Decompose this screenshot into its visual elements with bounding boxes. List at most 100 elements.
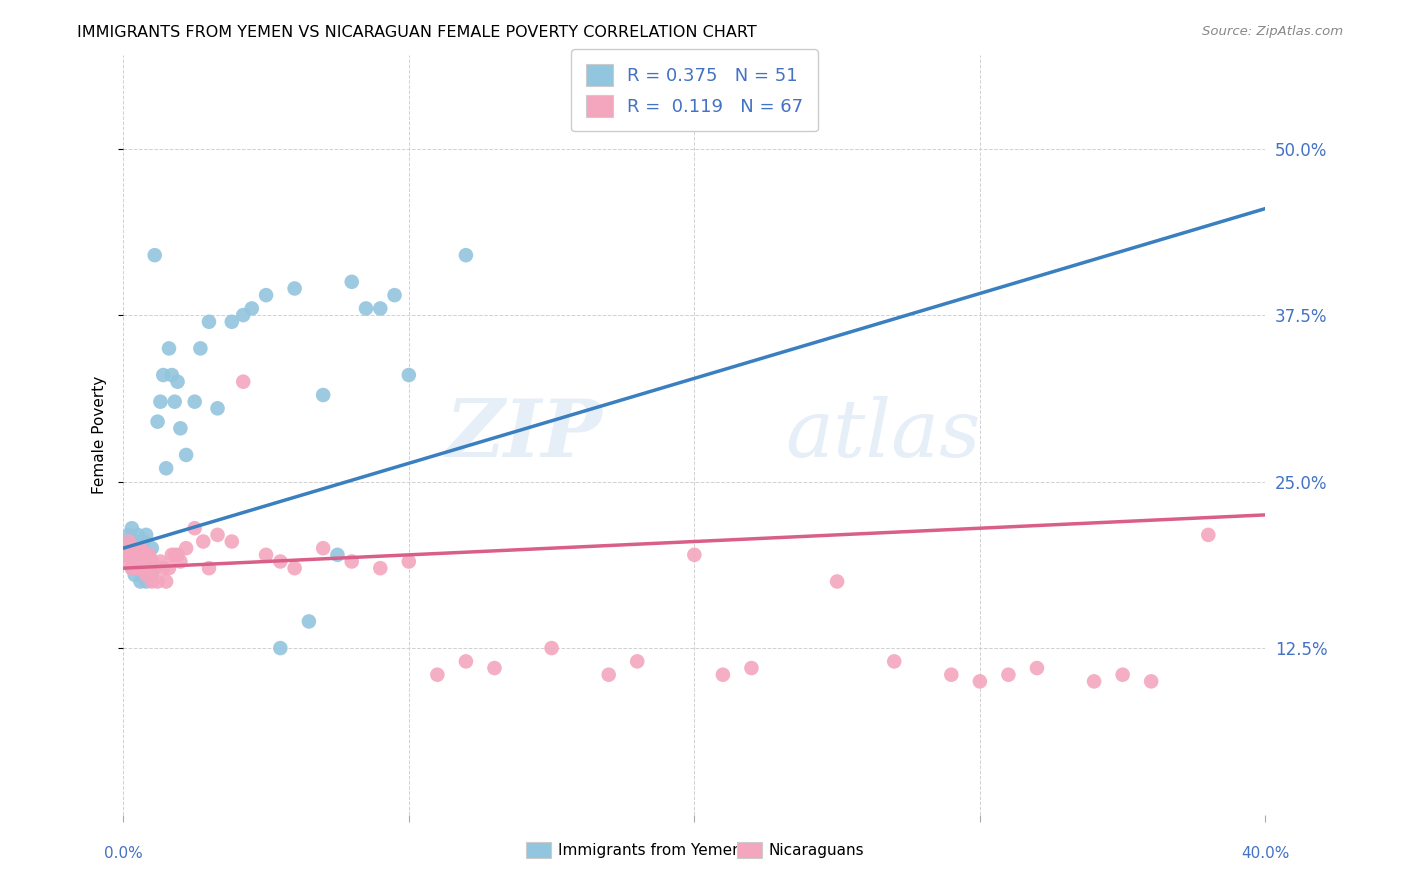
Point (540, 641, 562, 656)
Point (169, 421, 191, 435)
Point (127, 541, 149, 556)
Point (118, 554, 141, 568)
Point (269, 554, 291, 568)
Text: 0.0%: 0.0% (104, 846, 142, 861)
Point (143, 248, 166, 262)
Point (454, 248, 477, 262)
Point (127, 561, 149, 575)
Point (1026, 661, 1049, 675)
Point (155, 574, 177, 589)
Point (132, 561, 155, 575)
Point (127, 554, 149, 568)
Point (138, 548, 160, 562)
Point (146, 574, 169, 589)
Point (368, 561, 391, 575)
Point (207, 401, 229, 416)
Point (157, 561, 180, 575)
Point (118, 548, 141, 562)
Point (1197, 528, 1219, 542)
Point (121, 521, 143, 535)
Point (941, 667, 963, 681)
Point (398, 554, 420, 568)
Point (115, 541, 138, 556)
Point (232, 375, 254, 389)
Text: Immigrants from Yemen: Immigrants from Yemen (558, 843, 742, 858)
Point (883, 654, 905, 668)
Point (127, 548, 149, 562)
Point (143, 561, 166, 575)
Point (997, 667, 1019, 681)
Text: Nicaraguans: Nicaraguans (769, 843, 865, 858)
Point (326, 548, 349, 562)
Point (152, 368, 174, 382)
Point (340, 275, 363, 289)
Point (312, 541, 335, 556)
Point (484, 661, 506, 675)
Point (232, 308, 254, 322)
Point (115, 548, 138, 562)
Point (284, 561, 307, 575)
Point (198, 315, 221, 329)
Point (141, 574, 163, 589)
Point (626, 654, 648, 668)
Point (254, 548, 277, 562)
Text: ZIP: ZIP (446, 396, 603, 474)
Point (157, 342, 180, 356)
Point (221, 315, 243, 329)
Point (183, 521, 205, 535)
Point (711, 667, 734, 681)
Point (740, 661, 762, 675)
Text: IMMIGRANTS FROM YEMEN VS NICARAGUAN FEMALE POVERTY CORRELATION CHART: IMMIGRANTS FROM YEMEN VS NICARAGUAN FEMA… (77, 25, 756, 40)
Legend: R = 0.375   N = 51, R =  0.119   N = 67: R = 0.375 N = 51, R = 0.119 N = 67 (571, 49, 818, 131)
Point (129, 574, 152, 589)
Point (121, 541, 143, 556)
Text: 40.0%: 40.0% (1241, 846, 1289, 861)
Point (340, 554, 363, 568)
Point (124, 561, 146, 575)
Point (384, 288, 406, 302)
Point (129, 541, 152, 556)
Point (183, 394, 205, 409)
Point (118, 534, 141, 549)
Point (163, 394, 186, 409)
Point (207, 528, 229, 542)
Point (115, 548, 138, 562)
Point (141, 567, 163, 582)
Point (160, 548, 183, 562)
Point (166, 375, 188, 389)
Point (135, 567, 157, 582)
Point (969, 674, 991, 689)
Point (426, 667, 449, 681)
Point (284, 281, 307, 295)
Point (135, 548, 157, 562)
Point (269, 641, 291, 656)
Text: Source: ZipAtlas.com: Source: ZipAtlas.com (1202, 25, 1343, 38)
Point (598, 667, 620, 681)
Point (152, 561, 174, 575)
Point (129, 541, 152, 556)
Point (124, 567, 146, 582)
Point (129, 561, 152, 575)
Point (121, 561, 143, 575)
Point (138, 548, 160, 562)
Point (132, 561, 155, 575)
Text: atlas: atlas (786, 396, 981, 474)
Point (174, 541, 197, 556)
Point (115, 541, 138, 556)
Point (127, 528, 149, 542)
Point (124, 541, 146, 556)
Point (254, 288, 277, 302)
Point (149, 394, 172, 409)
Point (141, 541, 163, 556)
Point (124, 554, 146, 568)
Point (155, 461, 177, 475)
Point (1111, 667, 1133, 681)
Point (825, 574, 848, 589)
Point (169, 554, 191, 568)
Point (454, 654, 477, 668)
Point (160, 368, 183, 382)
Point (121, 548, 143, 562)
Point (312, 388, 335, 402)
Point (221, 534, 243, 549)
Point (354, 301, 377, 316)
